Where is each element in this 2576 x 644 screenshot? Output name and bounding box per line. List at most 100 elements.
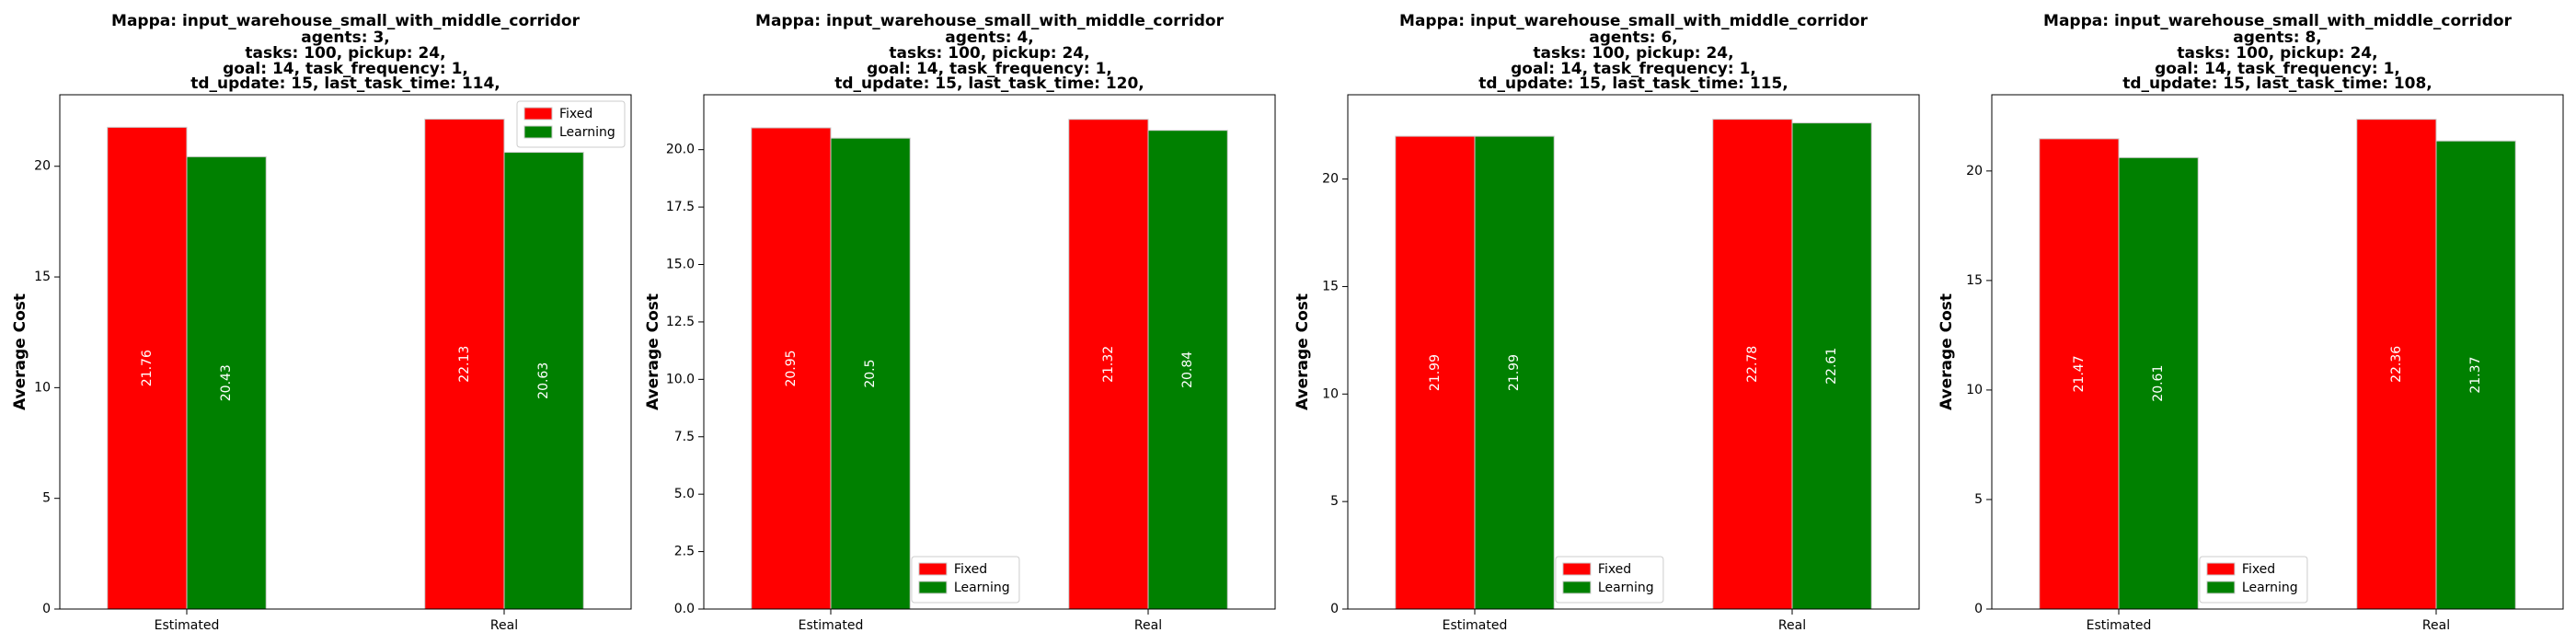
bar-value-label: 20.43: [219, 364, 234, 401]
x-tick-label: Real: [1134, 618, 1162, 633]
chart-title-line: Mappa: input_warehouse_small_with_middle…: [755, 12, 1225, 30]
chart-title-line: Mappa: input_warehouse_small_with_middle…: [1399, 12, 1869, 30]
x-tick-label: Real: [2422, 618, 2450, 633]
axes-frame: [1991, 94, 2564, 610]
bar-value-label: 20.63: [536, 362, 551, 399]
y-tick-label: 0: [1974, 602, 1983, 616]
chart-panel-3: Mappa: input_warehouse_small_with_middle…: [1294, 12, 1920, 633]
bar-fixed-real: [424, 118, 505, 610]
bar-value-label: 20.5: [863, 360, 878, 388]
chart-title-line: tasks: 100, pickup: 24,: [1533, 44, 1733, 63]
y-tick-label: 20: [1322, 172, 1339, 187]
chart-title-line: goal: 14, task_frequency: 1,: [1511, 60, 1756, 78]
bar-value-label: 21.32: [1101, 346, 1116, 383]
bar-value-label: 22.36: [2389, 346, 2404, 383]
x-tick-label: Estimated: [1443, 618, 1508, 633]
bar-value-label: 20.95: [784, 350, 799, 386]
legend-label-learning: Learning: [954, 581, 1010, 595]
axes-frame: [59, 94, 632, 610]
bar-learning-estimated: [830, 137, 911, 610]
bar-value-label: 22.61: [1824, 348, 1839, 385]
bar-fixed-estimated: [1395, 135, 1476, 610]
y-tick-label: 5: [1330, 494, 1339, 509]
legend-label-learning: Learning: [1598, 581, 1654, 595]
chart-title-line: agents: 6,: [1589, 29, 1678, 47]
y-tick-label: 5.0: [674, 487, 695, 501]
bar-fixed-real: [1068, 119, 1149, 610]
legend-swatch-learning: [1562, 581, 1592, 594]
y-axis-label: Average Cost: [644, 293, 662, 410]
y-tick-label: 0: [1330, 602, 1339, 616]
bar-fixed-real: [1712, 119, 1793, 610]
chart-title-line: agents: 8,: [2233, 29, 2322, 47]
bar-value-label: 21.99: [1507, 354, 1522, 391]
y-tick-label: 15: [34, 270, 51, 284]
axes-frame: [1347, 94, 1920, 610]
legend: Fixed Learning: [516, 100, 626, 148]
bar-value-label: 22.13: [457, 346, 472, 383]
legend-label-fixed: Fixed: [559, 107, 592, 121]
bar-learning-estimated: [2118, 156, 2199, 610]
legend-swatch-fixed: [918, 562, 948, 576]
y-tick-label: 10: [1966, 383, 1983, 397]
y-tick-label: 10: [1322, 386, 1339, 401]
chart-title-line: goal: 14, task_frequency: 1,: [867, 60, 1112, 78]
y-tick-label: 0: [42, 602, 51, 616]
chart-title-line: Mappa: input_warehouse_small_with_middle…: [2043, 12, 2513, 30]
x-tick-label: Estimated: [799, 618, 864, 633]
legend-swatch-fixed: [1562, 562, 1592, 576]
y-axis-label: Average Cost: [11, 293, 29, 410]
legend-swatch-fixed: [2206, 562, 2236, 576]
bar-value-label: 21.47: [2072, 355, 2087, 392]
bar-value-label: 20.84: [1180, 351, 1195, 388]
legend: Fixed Learning: [2199, 556, 2308, 604]
x-tick-label: Real: [490, 618, 518, 633]
legend: Fixed Learning: [911, 556, 1020, 604]
chart-title-line: td_update: 15, last_task_time: 108,: [2122, 75, 2432, 93]
chart-title-line: tasks: 100, pickup: 24,: [2177, 44, 2377, 63]
y-tick-label: 17.5: [666, 200, 695, 214]
legend-swatch-fixed: [523, 107, 553, 121]
x-tick-label: Estimated: [2087, 618, 2152, 633]
bar-learning-real: [503, 152, 584, 610]
bar-learning-estimated: [186, 155, 267, 610]
chart-title-line: td_update: 15, last_task_time: 120,: [834, 75, 1144, 93]
chart-title-line: tasks: 100, pickup: 24,: [889, 44, 1089, 63]
chart-panel-2: Mappa: input_warehouse_small_with_middle…: [644, 12, 1276, 633]
y-tick-label: 0.0: [674, 602, 695, 616]
chart-panel-1: Mappa: input_warehouse_small_with_middle…: [11, 12, 632, 633]
bar-learning-estimated: [1474, 135, 1555, 610]
legend-swatch-learning: [523, 125, 553, 139]
bar-value-label: 20.61: [2151, 365, 2166, 402]
y-tick-label: 10: [34, 380, 51, 395]
legend-label-learning: Learning: [559, 125, 615, 140]
legend-swatch-learning: [2206, 581, 2236, 594]
bar-value-label: 21.99: [1428, 354, 1443, 391]
y-tick-label: 10.0: [666, 372, 695, 386]
y-tick-label: 2.5: [674, 545, 695, 559]
y-tick-label: 12.5: [666, 315, 695, 329]
y-tick-label: 20: [1966, 164, 1983, 178]
bar-learning-real: [2435, 140, 2516, 610]
y-tick-label: 20: [34, 159, 51, 174]
x-tick-label: Estimated: [155, 618, 220, 633]
bar-learning-real: [1791, 122, 1872, 610]
chart-panel-4: Mappa: input_warehouse_small_with_middle…: [1938, 12, 2564, 633]
bar-fixed-estimated: [751, 127, 832, 610]
bar-fixed-estimated: [107, 126, 188, 610]
chart-title-line: goal: 14, task_frequency: 1,: [2155, 60, 2400, 78]
legend-label-fixed: Fixed: [1598, 562, 1631, 577]
y-tick-label: 20.0: [666, 143, 695, 157]
y-tick-label: 15: [1966, 273, 1983, 288]
chart-title-line: td_update: 15, last_task_time: 115,: [1478, 75, 1788, 93]
x-tick-label: Real: [1778, 618, 1806, 633]
chart-title-line: agents: 4,: [945, 29, 1034, 47]
chart-title-line: td_update: 15, last_task_time: 114,: [190, 75, 500, 93]
bar-value-label: 21.76: [140, 350, 155, 386]
chart-title-line: goal: 14, task_frequency: 1,: [223, 60, 468, 78]
y-axis-label: Average Cost: [1938, 293, 1956, 410]
chart-title-line: Mappa: input_warehouse_small_with_middle…: [111, 12, 581, 30]
legend-swatch-learning: [918, 581, 948, 594]
legend-label-fixed: Fixed: [2242, 562, 2275, 577]
